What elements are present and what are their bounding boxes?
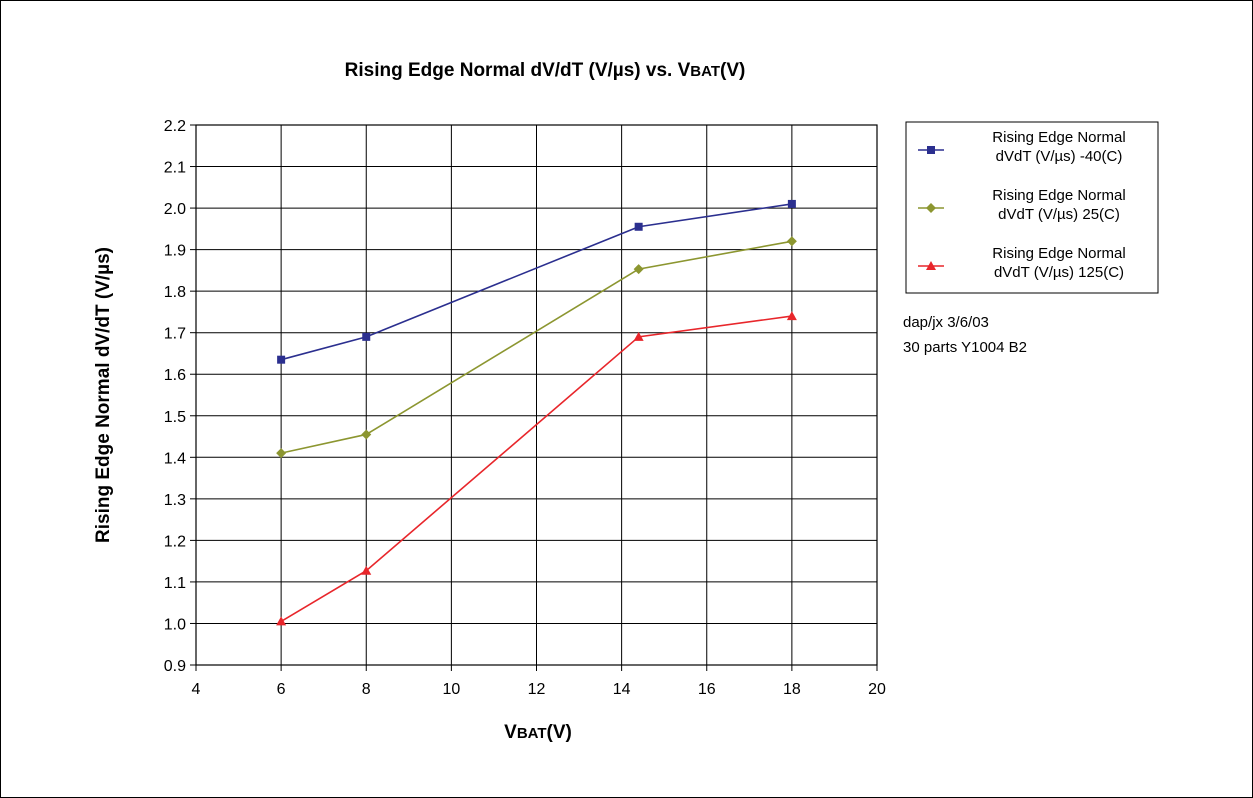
y-tick-label: 1.3 xyxy=(164,492,186,509)
data-point xyxy=(787,199,796,208)
legend-box xyxy=(905,121,1159,294)
data-point xyxy=(362,332,371,341)
legend-label: Rising Edge Normal dVdT (V/µs) 125(C) xyxy=(992,245,1125,281)
chart-title: Rising Edge Normal dV/dT (V/µs) vs. VBAT… xyxy=(345,60,746,81)
legend-label: Rising Edge Normal dVdT (V/µs) -40(C) xyxy=(992,129,1125,165)
x-tick-label: 16 xyxy=(698,681,716,698)
legend: Rising Edge Normal dVdT (V/µs) -40(C)Risi… xyxy=(905,121,1159,294)
y-tick-label: 2.2 xyxy=(164,118,186,135)
legend-label-line: Rising Edge Normal xyxy=(992,187,1125,204)
x-axis-label: VBAT(V) xyxy=(504,722,572,743)
series-line xyxy=(280,203,792,361)
data-point xyxy=(276,616,287,626)
x-tick-label: 10 xyxy=(442,681,460,698)
x-tick-label: 14 xyxy=(613,681,631,698)
legend-item: Rising Edge Normal dVdT (V/µs) 125(C) xyxy=(918,245,1126,281)
series-2 xyxy=(276,311,797,626)
note-line-1: dap/jx 3/6/03 xyxy=(903,314,989,331)
y-tick-label: 2.0 xyxy=(164,201,186,218)
chart-title-tail: (V) xyxy=(720,60,745,81)
legend-item: Rising Edge Normal dVdT (V/µs) 25(C) xyxy=(918,187,1126,223)
series-1 xyxy=(276,236,797,459)
y-tick-label: 1.6 xyxy=(164,367,186,384)
x-tick-label: 8 xyxy=(362,681,371,698)
plot-grid xyxy=(190,124,878,671)
y-tick-label: 1.4 xyxy=(164,450,186,467)
data-point xyxy=(361,565,372,575)
y-tick-label: 1.9 xyxy=(164,243,186,260)
series-layer xyxy=(276,199,797,626)
data-point xyxy=(786,236,797,247)
legend-label-line: dVdT (V/µs) 125(C) xyxy=(994,264,1124,281)
data-point xyxy=(786,311,797,321)
chart-title-main: Rising Edge Normal dV/dT (V/µs) vs. V xyxy=(345,60,691,81)
plot-area-border xyxy=(195,124,878,666)
legend-label-line: Rising Edge Normal xyxy=(992,129,1125,146)
y-tick-label: 1.0 xyxy=(164,616,186,633)
x-axis-ticks: 4 6 8 10 12 14 16 18 20 xyxy=(192,681,886,698)
y-axis-ticks: 0.9 1.0 1.1 1.2 1.3 1.4 1.5 1.6 1.7 1.8 1.9 2.0 2.1 2… xyxy=(164,118,186,675)
y-tick-label: 2.1 xyxy=(164,160,186,177)
y-tick-label: 0.9 xyxy=(164,658,186,675)
chart-title-sub: BAT xyxy=(690,63,720,80)
legend-label-line: dVdT (V/µs) 25(C) xyxy=(998,206,1120,223)
x-tick-label: 6 xyxy=(277,681,286,698)
series-line xyxy=(280,315,792,623)
y-tick-label: 1.8 xyxy=(164,284,186,301)
data-point xyxy=(277,355,286,364)
data-point xyxy=(634,222,643,231)
legend-swatch-marker xyxy=(926,203,936,213)
y-tick-label: 1.1 xyxy=(164,575,186,592)
x-tick-label: 12 xyxy=(528,681,546,698)
y-axis-label: Rising Edge Normal dV/dT (V/µs) xyxy=(93,247,114,543)
legend-label-line: Rising Edge Normal xyxy=(992,245,1125,262)
y-tick-label: 1.2 xyxy=(164,533,186,550)
data-point xyxy=(633,331,644,341)
series-line xyxy=(280,240,793,454)
y-tick-label: 1.7 xyxy=(164,326,186,343)
data-point xyxy=(633,264,644,275)
legend-item: Rising Edge Normal dVdT (V/µs) -40(C) xyxy=(918,129,1126,165)
legend-swatch-marker xyxy=(926,261,936,270)
legend-swatch-marker xyxy=(927,146,935,154)
x-tick-label: 18 xyxy=(783,681,801,698)
note-line-2: 30 parts Y1004 B2 xyxy=(903,339,1027,356)
legend-label: Rising Edge Normal dVdT (V/µs) 25(C) xyxy=(992,187,1125,223)
data-point xyxy=(276,448,287,459)
y-tick-label: 1.5 xyxy=(164,409,186,426)
data-point xyxy=(361,429,372,440)
series-0 xyxy=(277,199,796,364)
legend-label-line: dVdT (V/µs) -40(C) xyxy=(996,148,1123,165)
x-tick-label: 4 xyxy=(192,681,201,698)
x-tick-label: 20 xyxy=(868,681,886,698)
